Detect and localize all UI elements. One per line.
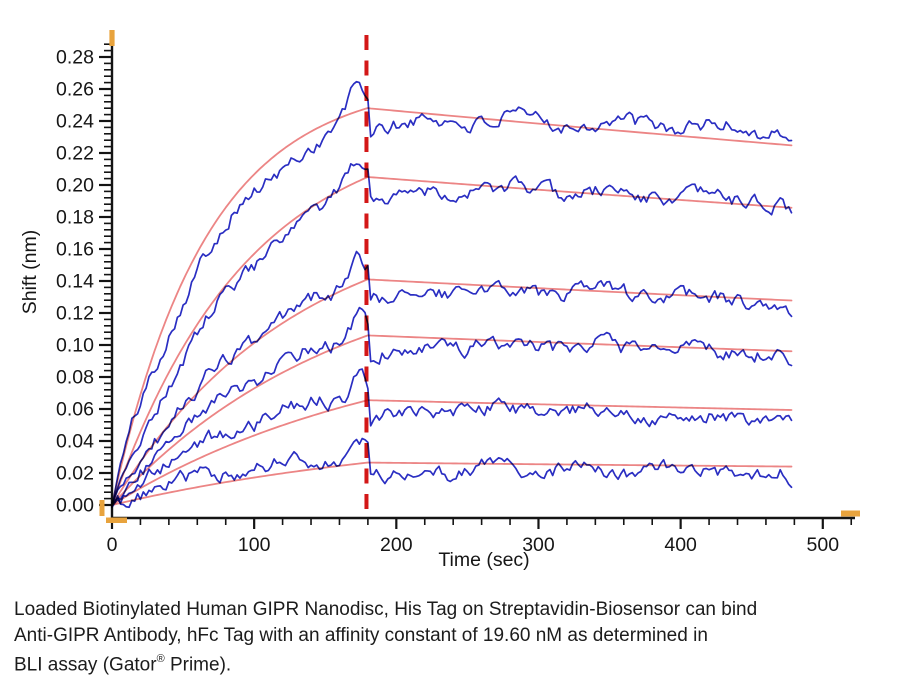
svg-text:0.02: 0.02 bbox=[56, 463, 94, 485]
caption-line-1: Loaded Biotinylated Human GIPR Nanodisc,… bbox=[14, 599, 758, 620]
svg-text:0.10: 0.10 bbox=[56, 335, 94, 357]
x-axis-ticks bbox=[110, 518, 853, 529]
observed-trace-3 bbox=[111, 250, 793, 504]
y-axis-title: Shift (nm) bbox=[19, 230, 41, 315]
origin-marker-vertical bbox=[99, 500, 105, 516]
fit-curve-4 bbox=[111, 334, 793, 506]
svg-text:500: 500 bbox=[807, 534, 840, 556]
figure-caption: Loaded Biotinylated Human GIPR Nanodisc,… bbox=[14, 597, 886, 678]
svg-text:0.04: 0.04 bbox=[56, 431, 94, 453]
svg-text:0.24: 0.24 bbox=[56, 111, 94, 133]
svg-text:0.20: 0.20 bbox=[56, 175, 94, 197]
svg-text:0: 0 bbox=[107, 534, 118, 556]
observed-trace-5 bbox=[111, 368, 793, 509]
registered-mark: ® bbox=[156, 653, 165, 665]
fit-curve-3 bbox=[111, 278, 793, 506]
svg-text:400: 400 bbox=[664, 534, 697, 556]
caption-line-2: Anti-GIPR Antibody, hFc Tag with an affi… bbox=[14, 624, 708, 646]
svg-text:0.18: 0.18 bbox=[56, 207, 94, 229]
y-axis-tick-labels: 0.00 0.02 0.04 0.06 0.08 0.10 0.12 0.14 0.16 0.18… bbox=[56, 47, 94, 517]
svg-text:0.00: 0.00 bbox=[56, 495, 94, 517]
fit-curve-1 bbox=[111, 107, 793, 506]
svg-text:0.06: 0.06 bbox=[56, 399, 94, 421]
caption-line-3: BLI assay (Gator® Prime). bbox=[14, 653, 232, 676]
svg-text:0.22: 0.22 bbox=[56, 143, 94, 165]
svg-text:300: 300 bbox=[522, 534, 555, 556]
fit-curve-5 bbox=[111, 399, 793, 506]
bli-kinetics-chart: 0.00 0.02 0.04 0.06 0.08 0.10 0.12 0.14 0.16 0.18… bbox=[19, 30, 860, 571]
x-axis-end-marker bbox=[841, 510, 860, 517]
observed-trace-6 bbox=[111, 437, 793, 509]
observed-trace-4 bbox=[111, 306, 793, 507]
x-axis-tick-labels: 0 100 200 300 400 500 bbox=[107, 534, 840, 556]
origin-marker-horizontal bbox=[106, 517, 127, 523]
fit-curve-6 bbox=[111, 461, 793, 506]
svg-text:0.12: 0.12 bbox=[56, 303, 94, 325]
x-axis-title: Time (sec) bbox=[438, 549, 529, 571]
svg-text:0.08: 0.08 bbox=[56, 367, 94, 389]
y-axis-end-marker bbox=[109, 30, 115, 46]
svg-text:0.26: 0.26 bbox=[56, 79, 94, 101]
svg-text:0.28: 0.28 bbox=[56, 47, 94, 69]
svg-text:200: 200 bbox=[380, 534, 413, 556]
observed-trace-2 bbox=[111, 163, 793, 508]
observed-trace-1 bbox=[111, 80, 793, 508]
svg-text:0.14: 0.14 bbox=[56, 271, 94, 293]
svg-text:100: 100 bbox=[238, 534, 271, 556]
svg-text:0.16: 0.16 bbox=[56, 239, 94, 261]
y-axis-ticks bbox=[99, 43, 112, 507]
